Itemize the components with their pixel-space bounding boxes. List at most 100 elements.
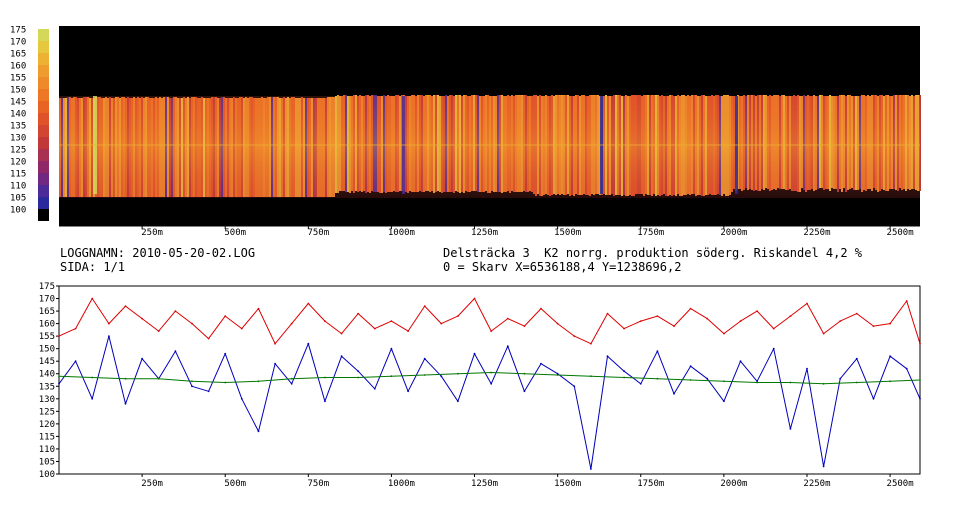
series-point-2 bbox=[606, 355, 609, 358]
color-scale: 175 170 165 160 155 150 145 140 135 130 125 120 115 1… bbox=[10, 26, 49, 221]
series-point-2 bbox=[822, 465, 825, 468]
y-tick-label: 100 bbox=[39, 470, 55, 480]
series-point-3 bbox=[590, 375, 592, 378]
origin-info: 0 = Skarv X=6536188,4 Y=1238696,2 bbox=[443, 260, 682, 274]
series-point-1 bbox=[307, 302, 310, 305]
series-point-1 bbox=[789, 315, 792, 317]
color-scale-label: 155 bbox=[10, 74, 26, 84]
series-point-3 bbox=[556, 374, 559, 376]
heatmap-x-tick-label: 2250m bbox=[803, 228, 830, 238]
series-point-1 bbox=[224, 315, 227, 317]
series-point-2 bbox=[473, 352, 476, 355]
y-tick-label: 145 bbox=[39, 357, 55, 367]
series-point-2 bbox=[540, 362, 542, 365]
series-point-3 bbox=[157, 377, 160, 380]
color-scale-swatch bbox=[38, 209, 49, 221]
series-point-1 bbox=[689, 307, 692, 310]
series-point-2 bbox=[191, 385, 193, 388]
series-point-2 bbox=[274, 362, 276, 365]
series-point-2 bbox=[656, 350, 659, 353]
y-tick-label: 165 bbox=[39, 307, 55, 317]
series-point-1 bbox=[872, 325, 875, 327]
series-point-2 bbox=[889, 355, 891, 358]
series-point-1 bbox=[590, 342, 592, 345]
x-tick-label: 250m bbox=[141, 479, 163, 489]
color-scale-swatch bbox=[38, 161, 49, 173]
series-point-1 bbox=[390, 320, 393, 322]
series-point-1 bbox=[556, 322, 559, 325]
series-point-2 bbox=[639, 382, 642, 385]
series-point-2 bbox=[307, 342, 310, 345]
series-point-1 bbox=[490, 330, 493, 332]
series-point-2 bbox=[390, 347, 393, 350]
series-point-1 bbox=[340, 332, 343, 335]
heatmap-x-tick-label: 2500m bbox=[887, 228, 914, 238]
y-tick-label: 170 bbox=[39, 295, 55, 305]
series-point-1 bbox=[573, 335, 576, 337]
y-tick-label: 140 bbox=[39, 370, 55, 380]
series-point-1 bbox=[108, 322, 110, 325]
series-point-1 bbox=[523, 325, 526, 327]
color-scale-swatch bbox=[38, 185, 49, 197]
heatmap-x-tick-label: 250m bbox=[141, 228, 163, 238]
y-tick-label: 135 bbox=[39, 382, 55, 392]
series-point-2 bbox=[723, 400, 725, 403]
heatmap-x-tick-label: 1500m bbox=[554, 228, 581, 238]
color-scale-label: 140 bbox=[10, 110, 26, 120]
series-point-2 bbox=[224, 352, 227, 355]
series-point-1 bbox=[191, 322, 193, 325]
series-point-2 bbox=[772, 347, 775, 350]
color-scale-swatch bbox=[38, 77, 49, 89]
series-point-1 bbox=[723, 332, 725, 335]
series-point-1 bbox=[440, 322, 443, 325]
series-point-2 bbox=[108, 335, 110, 337]
series-point-1 bbox=[290, 322, 293, 325]
series-point-1 bbox=[373, 327, 376, 330]
series-point-1 bbox=[357, 312, 360, 315]
y-tick-label: 155 bbox=[39, 332, 55, 342]
series-point-3 bbox=[689, 379, 692, 381]
series-point-2 bbox=[673, 392, 675, 395]
color-scale-swatch bbox=[38, 41, 49, 53]
series-line-2 bbox=[58, 335, 921, 470]
y-tick-label: 160 bbox=[39, 320, 55, 330]
series-point-3 bbox=[390, 375, 393, 378]
series-point-1 bbox=[706, 317, 709, 320]
series-point-1 bbox=[157, 330, 160, 332]
y-tick-label: 110 bbox=[39, 445, 55, 455]
series-point-2 bbox=[407, 390, 409, 393]
x-tick-label: 2000m bbox=[720, 479, 747, 489]
series-point-1 bbox=[124, 305, 127, 307]
series-point-1 bbox=[855, 312, 858, 315]
series-point-3 bbox=[889, 380, 891, 383]
series-point-2 bbox=[490, 382, 493, 385]
x-tick-label: 500m bbox=[224, 479, 246, 489]
y-tick-label: 125 bbox=[39, 407, 55, 417]
series-point-3 bbox=[91, 376, 94, 379]
series-point-2 bbox=[806, 367, 808, 370]
series-point-1 bbox=[919, 342, 921, 345]
series-point-3 bbox=[855, 381, 858, 384]
series-point-3 bbox=[58, 375, 60, 378]
color-scale-swatch bbox=[38, 197, 49, 209]
color-scale-swatch bbox=[38, 137, 49, 149]
color-scale-label: 105 bbox=[10, 194, 26, 204]
series-point-1 bbox=[673, 325, 675, 327]
page-number: SIDA: 1/1 bbox=[60, 260, 126, 274]
y-tick-label: 130 bbox=[39, 395, 55, 405]
series-point-2 bbox=[174, 350, 177, 353]
series-point-3 bbox=[723, 380, 725, 383]
y-tick-label: 115 bbox=[39, 432, 55, 442]
y-tick-label: 105 bbox=[39, 457, 55, 467]
series-point-1 bbox=[274, 342, 276, 345]
series-point-1 bbox=[905, 300, 908, 302]
y-tick-label: 175 bbox=[39, 282, 55, 292]
series-point-2 bbox=[523, 390, 526, 393]
heatmap-x-axis: 250m 500m 750m 1000m 1250m 1500m 1750m 2000m 225… bbox=[59, 225, 920, 238]
heatmap-x-tick-label: 2000m bbox=[720, 228, 747, 238]
series-point-3 bbox=[756, 381, 758, 384]
series-point-2 bbox=[340, 355, 343, 358]
series-point-1 bbox=[623, 327, 625, 330]
series-point-2 bbox=[905, 367, 908, 370]
